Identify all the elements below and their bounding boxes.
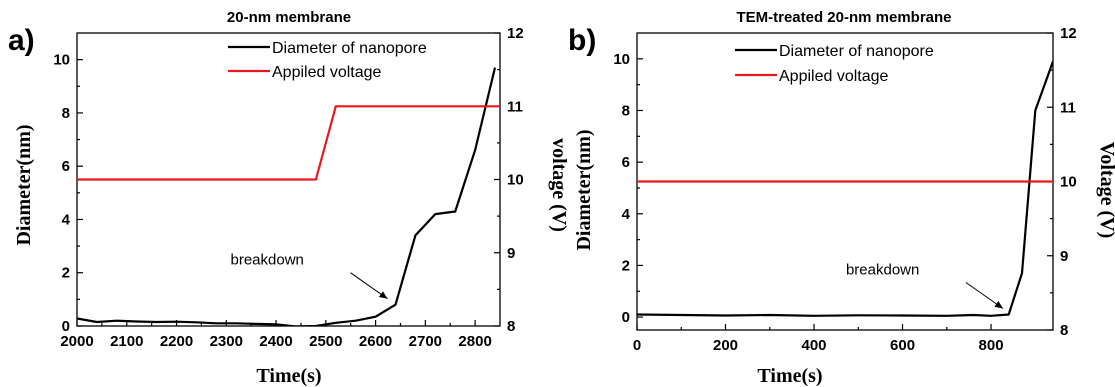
y2-tick-label: 8	[507, 318, 515, 335]
x-tick-label: 400	[802, 337, 827, 354]
y-tick-label: 6	[62, 158, 70, 175]
panel-a-xlabel: Time(s)	[256, 365, 321, 387]
legend-label: Diameter of nanopore	[272, 40, 427, 57]
panel-a-y2label: voltage (V)	[548, 138, 570, 232]
panel-b: b) TEM-treated 20-nm membrane Diameter(n…	[568, 9, 1115, 387]
panel-b-plot: 0 200 400 600 800 0 2 4 6 8 10 8 9 10 11 12 Diameter of …	[613, 25, 1076, 354]
y2-tick-label: 9	[1060, 248, 1068, 265]
panel-a-ylabel: Diameter(nm)	[13, 124, 35, 245]
y2-tick-label: 10	[1060, 174, 1077, 191]
panel-b-title: TEM-treated 20-nm membrane	[736, 9, 951, 26]
x-tick-label: 600	[890, 337, 915, 354]
y-tick-label: 0	[62, 318, 70, 335]
panel-a-letter: a)	[8, 24, 35, 57]
x-tick-label: 2600	[359, 333, 392, 350]
x-tick-label: 2700	[409, 333, 442, 350]
panel-b-letter: b)	[568, 24, 596, 57]
x-tick-label: 200	[713, 337, 738, 354]
x-tick-label: 800	[979, 337, 1004, 354]
breakdown-annotation: breakdown	[230, 252, 303, 269]
y-tick-label: 0	[622, 309, 630, 326]
x-tick-label: 2400	[259, 333, 292, 350]
legend-label: Appiled voltage	[779, 68, 889, 85]
x-tick-label: 2800	[458, 333, 491, 350]
diameter-series-line	[637, 61, 1053, 317]
y-tick-label: 2	[622, 257, 630, 274]
panel-a: a) 20-nm membrane Diameter(nm) voltage (…	[8, 9, 570, 387]
y-tick-label: 10	[613, 51, 630, 68]
y-tick-label: 4	[62, 211, 71, 228]
panel-b-y2label: Voltage (V)	[1096, 142, 1115, 238]
legend-label: Diameter of nanopore	[779, 43, 934, 60]
annotation-arrowhead	[994, 301, 1003, 309]
y-tick-label: 10	[53, 52, 70, 69]
y-tick-label: 2	[62, 265, 70, 282]
x-tick-label: 0	[633, 337, 641, 354]
panel-a-title: 20-nm membrane	[227, 9, 351, 26]
panel-a-plot: 2000 2100 2200 2300 2400 2500 2600 2700 2800 0 2 4 6…	[53, 25, 523, 350]
panel-b-xlabel: Time(s)	[757, 365, 822, 387]
annotation-arrowhead	[378, 291, 388, 299]
x-tick-label: 2200	[160, 333, 193, 350]
voltage-series-line	[77, 105, 500, 181]
legend-label: Appiled voltage	[272, 64, 382, 81]
x-tick-label: 2500	[309, 333, 342, 350]
x-tick-label: 2100	[110, 333, 143, 350]
y2-tick-label: 12	[1060, 25, 1077, 42]
breakdown-annotation: breakdown	[846, 262, 919, 279]
diameter-series-line	[77, 67, 497, 326]
y-tick-label: 8	[62, 105, 70, 122]
y2-tick-label: 8	[1060, 322, 1068, 339]
y2-tick-label: 11	[1060, 99, 1076, 116]
y2-tick-label: 11	[507, 98, 523, 115]
y2-tick-label: 10	[507, 172, 524, 189]
y2-tick-label: 9	[507, 245, 515, 262]
x-tick-label: 2300	[210, 333, 243, 350]
x-tick-label: 2000	[60, 333, 93, 350]
y2-tick-label: 12	[507, 25, 524, 42]
panel-b-ylabel: Diameter(nm)	[573, 129, 595, 250]
y-tick-label: 4	[622, 206, 631, 223]
y-tick-label: 8	[622, 102, 630, 119]
y-tick-label: 6	[622, 154, 630, 171]
